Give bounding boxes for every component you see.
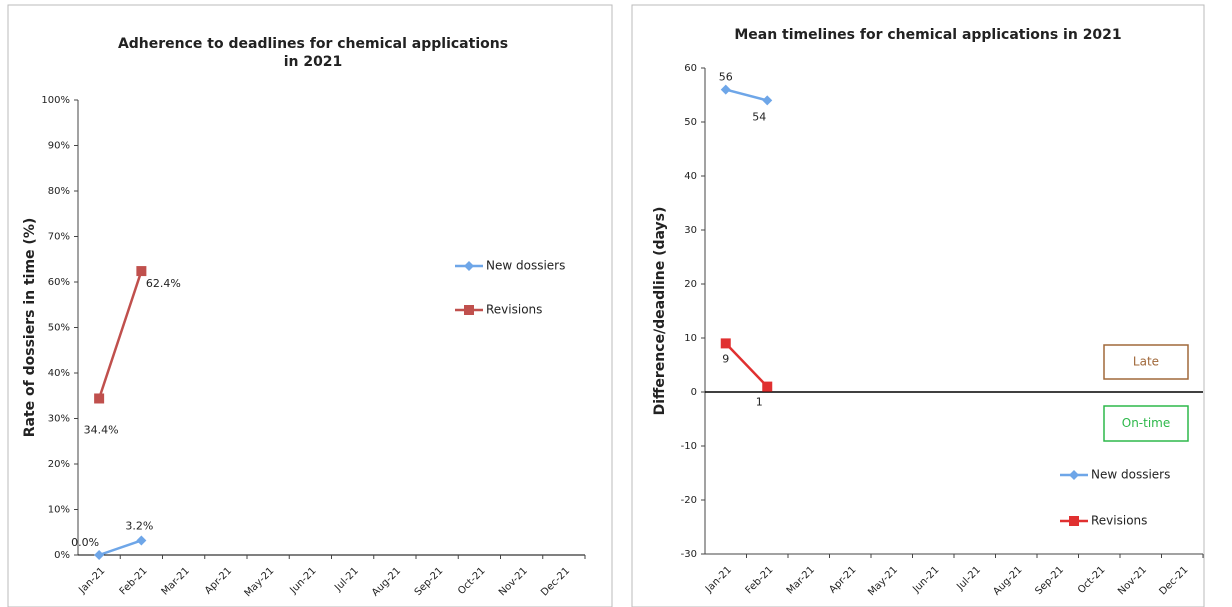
data-label: 3.2% [125,519,153,532]
y-tick-label: 20 [684,279,697,290]
x-tick-label: Aug-21 [370,565,403,598]
legend-marker [1069,470,1079,480]
y-tick-label: 80% [48,186,70,197]
x-tick-label: Mar-21 [160,565,192,597]
point [94,393,105,404]
x-tick-label: Jan-21 [703,564,734,595]
x-tick-label: Apr-21 [827,564,858,595]
x-tick-label: Dec-21 [1157,564,1190,597]
chart-title: Mean timelines for chemical applications… [734,27,1121,43]
y-tick-label: 10% [48,505,70,516]
data-label: 54 [752,110,766,123]
x-tick-label: Oct-21 [1076,564,1108,596]
x-tick-label: Sep-21 [413,565,446,598]
legend-marker [464,261,474,271]
y-tick-label: 40 [684,171,697,182]
point [136,266,147,277]
data-label: 56 [719,71,733,84]
point [720,338,731,349]
panel-frame [631,4,1205,607]
y-tick-label: 0 [691,387,697,398]
y-tick-label: -20 [681,495,697,506]
series-line [724,342,769,388]
y-tick-label: 60% [48,277,70,288]
y-tick-label: 70% [48,232,70,243]
legend-label: New dossiers [486,259,565,273]
legend-marker [464,305,474,315]
annotation-box [1103,405,1189,442]
y-tick-label: 90% [48,141,70,152]
x-tick-label: Oct-21 [456,565,488,597]
series-line [725,88,768,102]
data-label: 34.4% [84,423,119,436]
data-label: 0.0% [71,536,99,549]
panel-frame [7,4,613,607]
x-tick-label: Aug-21 [991,564,1024,597]
y-tick-label: 10 [684,333,697,344]
series-line [97,270,143,399]
y-tick-label: 30% [48,414,70,425]
x-tick-label: Jul-21 [954,564,983,593]
annotation: On-time [1122,416,1171,430]
x-tick-label: Feb-21 [744,564,776,596]
y-tick-label: 60 [684,63,697,74]
point [720,84,731,95]
x-tick-label: Dec-21 [539,565,572,598]
y-tick-label: 0% [54,550,70,561]
x-tick-label: Sep-21 [1033,564,1066,597]
x-tick-label: Jun-21 [288,565,319,596]
annotation: Late [1133,355,1159,369]
legend-marker [1069,516,1079,526]
x-tick-label: May-21 [243,565,277,599]
data-label: 1 [756,396,763,409]
y-tick-label: 50% [48,323,70,334]
chart-title: Adherence to deadlines for chemical appl… [118,36,508,52]
point [762,381,773,392]
x-tick-label: Feb-21 [118,565,150,597]
series-line [98,539,142,557]
y-axis-label: Difference/deadline (days) [652,207,668,416]
x-tick-label: May-21 [866,564,900,598]
y-tick-label: 20% [48,459,70,470]
y-axis-label: Rate of dossiers in time (%) [22,218,38,438]
y-tick-label: 30 [684,225,697,236]
y-tick-label: -10 [681,441,697,452]
y-tick-label: 50 [684,117,697,128]
data-label: 9 [722,352,729,365]
chart-title: in 2021 [284,54,343,70]
x-tick-label: Jan-21 [76,565,107,596]
x-tick-label: Nov-21 [497,565,530,598]
legend-label: Revisions [1091,514,1147,528]
x-tick-label: Apr-21 [203,565,234,596]
legend-label: New dossiers [1091,468,1170,482]
y-tick-label: -30 [681,549,697,560]
point [94,550,105,560]
point [762,95,773,106]
x-tick-label: Jul-21 [332,565,361,594]
x-tick-label: Jun-21 [910,564,941,595]
annotation-box [1103,344,1189,380]
legend-label: Revisions [486,303,542,317]
x-tick-label: Nov-21 [1116,564,1149,597]
x-tick-label: Mar-21 [785,564,817,596]
y-tick-label: 100% [41,95,70,106]
data-label: 62.4% [146,277,181,290]
point [136,535,147,546]
y-tick-label: 40% [48,368,70,379]
